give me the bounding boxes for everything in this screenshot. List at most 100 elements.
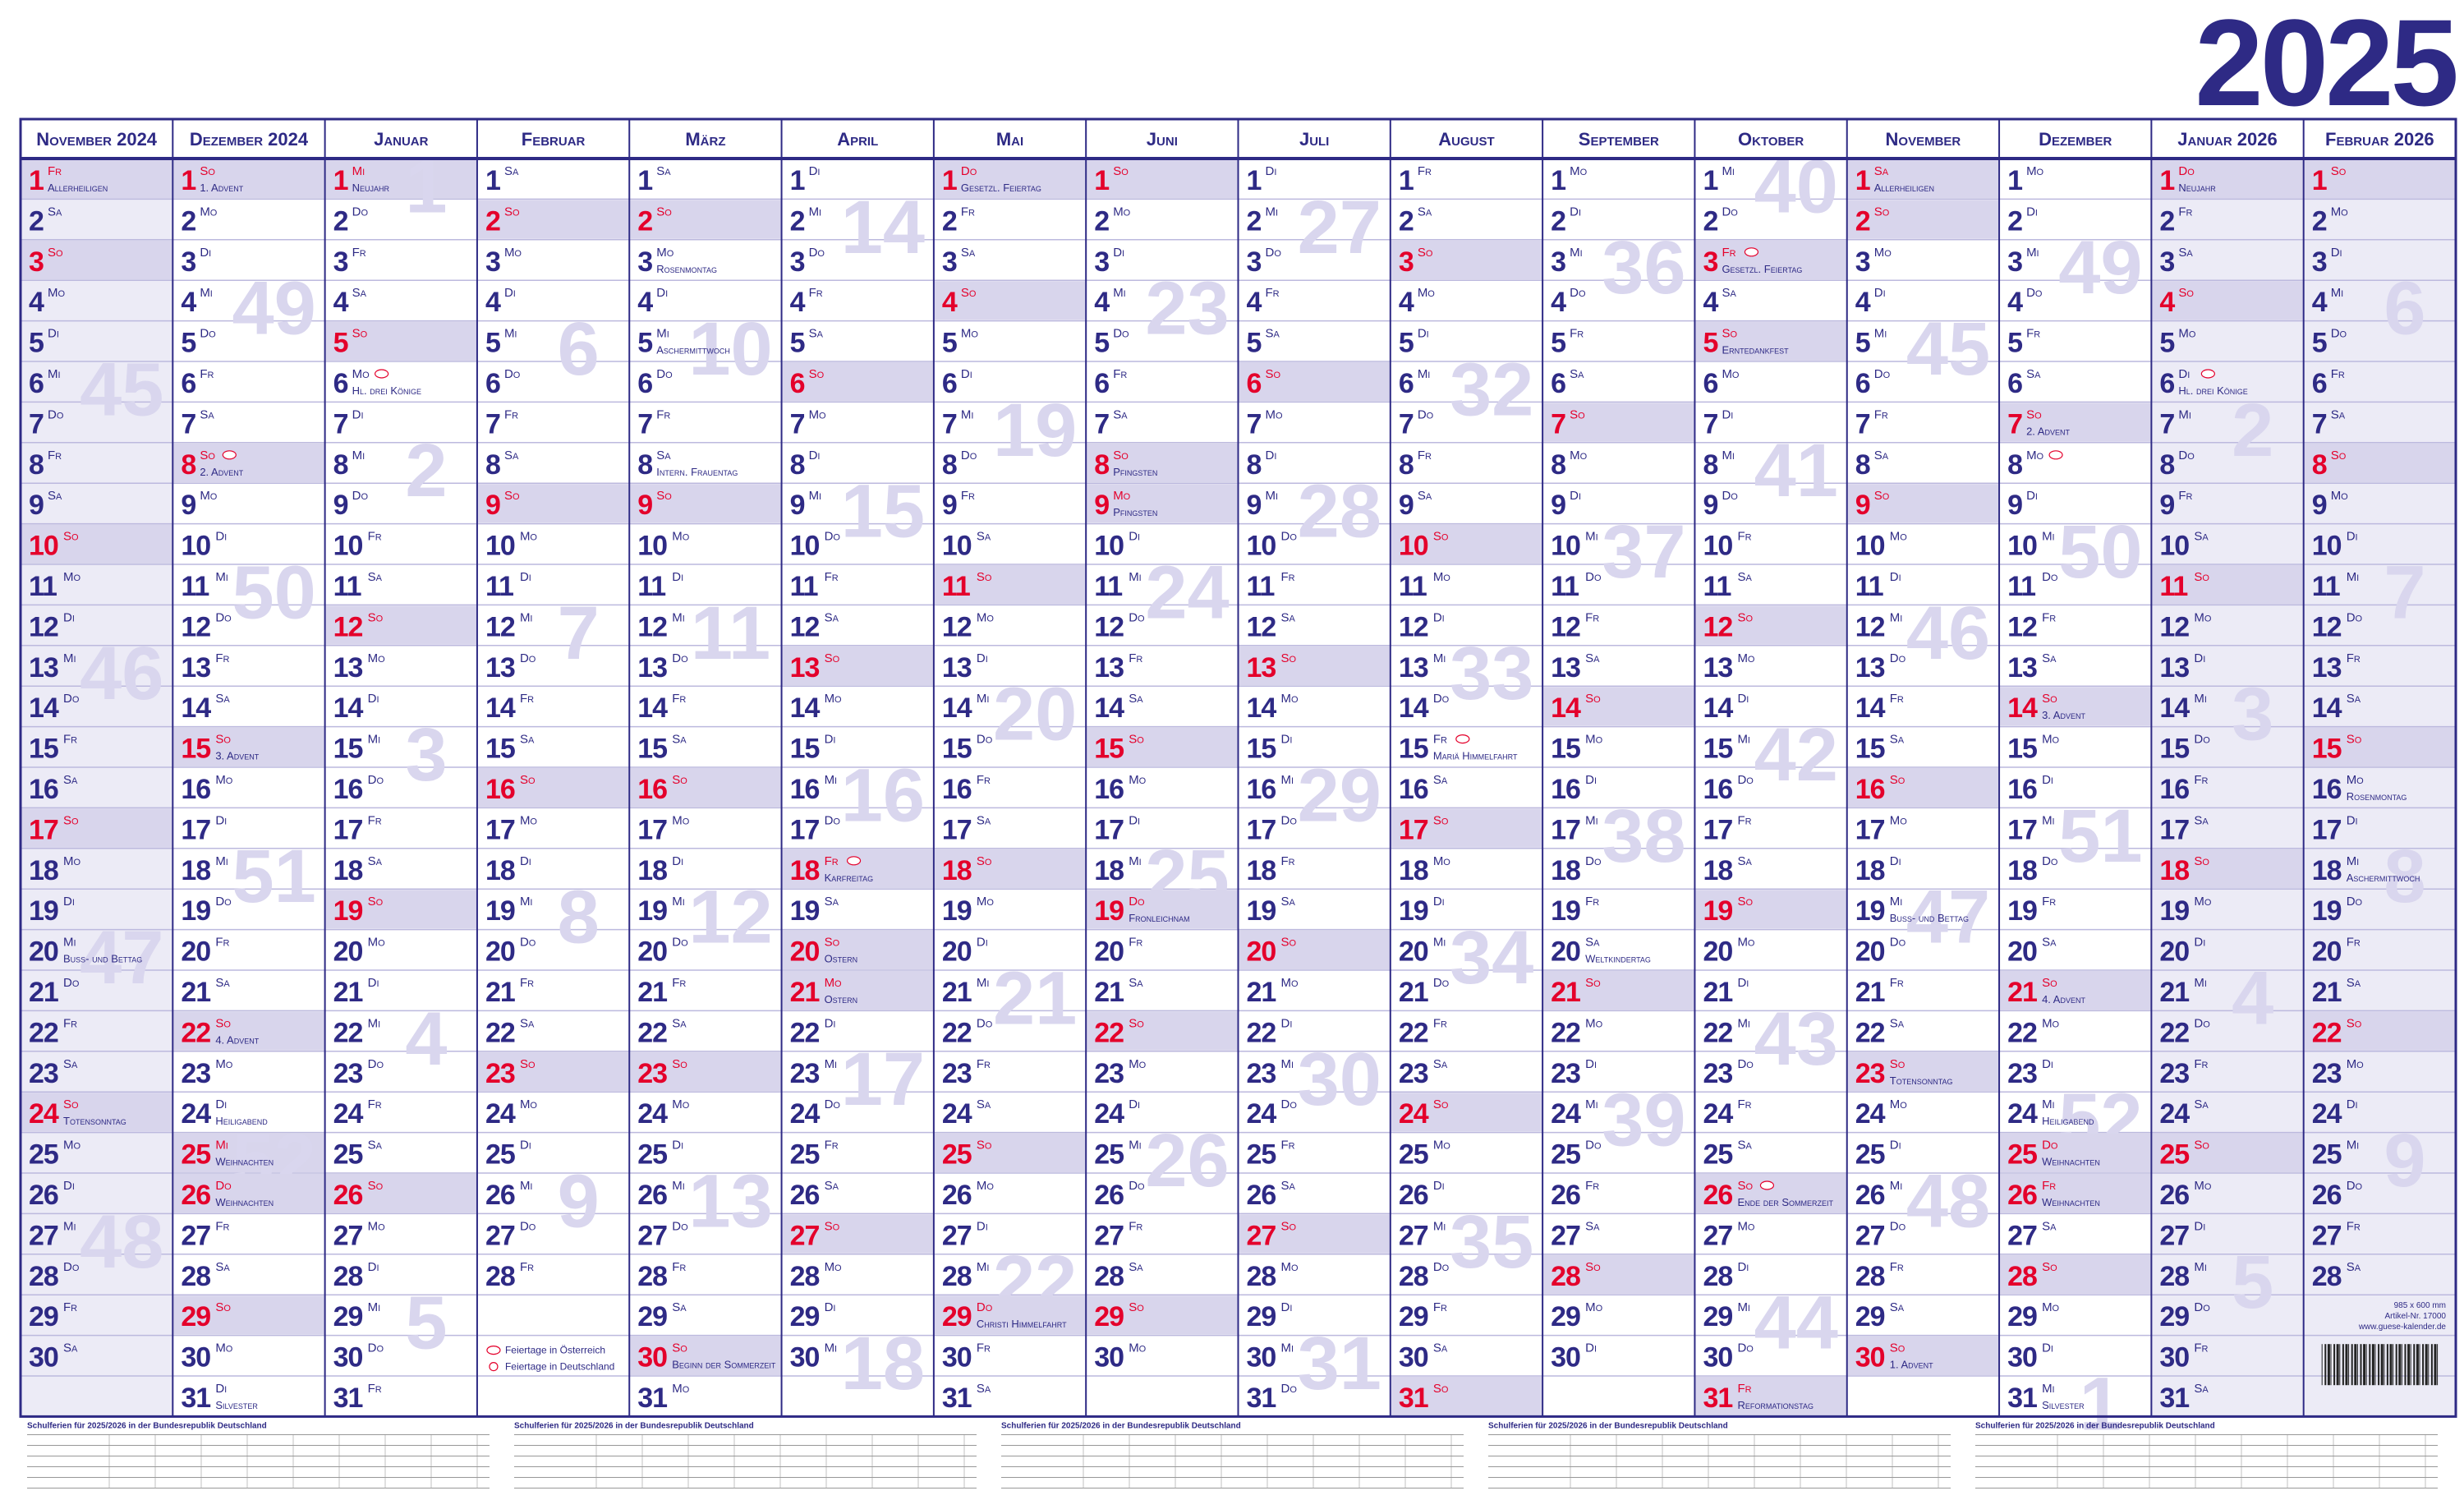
holiday-name: Erntedankfest	[1722, 344, 1789, 357]
day-number: 24	[1399, 1098, 1429, 1130]
weekday: Mi	[1113, 286, 1126, 300]
day-number: 23	[1094, 1058, 1124, 1089]
week-number: 48	[80, 1200, 163, 1284]
weekday: Mo	[1281, 692, 1299, 706]
day-number: 1	[485, 165, 500, 196]
day-number: 4	[942, 287, 958, 318]
day-number: 28	[2312, 1261, 2342, 1292]
weekday: Do	[2194, 1016, 2210, 1030]
day-number: 18	[1551, 855, 1580, 886]
weekday: So	[368, 1179, 384, 1193]
holiday-shade	[1391, 808, 1542, 848]
weekday: Do	[215, 895, 232, 909]
weekday: Do	[961, 449, 977, 462]
weekday: So	[1585, 1260, 1601, 1274]
weekday: Do	[504, 367, 521, 381]
day-number: 15	[790, 734, 820, 765]
weekday: Sa	[1129, 976, 1143, 990]
weekday: Sa	[1570, 367, 1584, 381]
week-number: 38	[1602, 794, 1685, 878]
day-number: 6	[181, 368, 195, 399]
weekday: Do	[2194, 733, 2210, 747]
weekday: Sa	[672, 1016, 687, 1030]
weekday: Sa	[977, 1097, 991, 1111]
weekday: Mi	[825, 773, 838, 787]
weekday: So	[1890, 1341, 1905, 1355]
weekday: Mi	[1266, 489, 1279, 503]
day-number: 27	[1094, 1220, 1124, 1251]
day-number: 22	[2159, 1017, 2189, 1048]
weekday: Mi	[520, 610, 533, 624]
weekday: So	[672, 1341, 687, 1355]
weekday: Mi	[1129, 570, 1142, 584]
day-number: 12	[1247, 611, 1276, 642]
day-number: 31	[181, 1383, 210, 1414]
weekday: Do	[1418, 407, 1434, 421]
day-number: 5	[2007, 328, 2022, 359]
weekday: So	[504, 205, 520, 219]
weekday: Sa	[63, 1341, 78, 1355]
weekday: So	[368, 895, 384, 909]
day-number: 25	[942, 1139, 972, 1171]
weekday: Mo	[215, 1341, 232, 1355]
day-number: 28	[181, 1261, 210, 1292]
day-number: 17	[1551, 814, 1580, 845]
day-number: 21	[1855, 977, 1885, 1008]
month-name: Juni	[1147, 129, 1178, 150]
day-number: 17	[1703, 814, 1732, 845]
day-number: 29	[942, 1301, 972, 1332]
day-number: 16	[1703, 774, 1732, 805]
weekday: Mi	[215, 1139, 228, 1153]
weekday: Di	[352, 407, 364, 421]
weekday: Mo	[2026, 449, 2043, 462]
day-number: 28	[29, 1261, 58, 1292]
info-text: Artikel-Nr. 17000	[2385, 1312, 2447, 1321]
day-number: 21	[1551, 977, 1580, 1008]
day-number: 19	[1094, 895, 1124, 927]
weekday: Mo	[2331, 205, 2348, 219]
weekday: Di	[656, 286, 668, 300]
day-number: 2	[29, 205, 44, 237]
week-number: 26	[1145, 1119, 1229, 1203]
weekday: Fr	[63, 1016, 77, 1030]
day-number: 12	[29, 611, 58, 642]
weekday: Do	[215, 1179, 232, 1193]
weekday: Do	[825, 813, 841, 827]
frame	[19, 117, 2457, 1418]
day-number: 20	[1703, 936, 1732, 968]
school-title: Schulferien für 2025/2026 in der Bundesr…	[1488, 1421, 1728, 1430]
weekday: Fr	[2042, 1179, 2056, 1193]
day-number: 8	[942, 449, 957, 481]
day-number: 11	[1399, 571, 1427, 602]
weekday: Do	[352, 205, 369, 219]
day-number: 8	[1094, 449, 1109, 481]
day-number: 2	[942, 205, 957, 237]
day-number: 1	[2312, 165, 2327, 196]
weekday: Fr	[520, 692, 534, 706]
day-number: 11	[1703, 571, 1731, 602]
holiday-shade	[1087, 727, 1238, 766]
weekday: Mo	[2178, 327, 2195, 341]
weekday: Mo	[504, 246, 522, 260]
day-number: 21	[29, 977, 58, 1008]
day-number: 28	[942, 1261, 972, 1292]
week-number: 5	[2232, 1240, 2273, 1324]
day-number: 2	[2007, 205, 2022, 237]
barcode-bar	[2345, 1344, 2348, 1386]
weekday: Mi	[63, 1219, 76, 1233]
day-number: 24	[1855, 1098, 1886, 1130]
weekday: Sa	[2194, 813, 2209, 827]
weekday: Mi	[1418, 367, 1431, 381]
holiday-shade	[173, 1174, 324, 1213]
weekday: Di	[63, 1179, 75, 1193]
weekday: Do	[2042, 570, 2058, 584]
day-number: 14	[333, 692, 364, 724]
day-number: 5	[1703, 328, 1717, 359]
weekday: So	[1722, 327, 1737, 341]
weekday: Di	[2194, 936, 2205, 950]
weekday: Mo	[1113, 489, 1130, 503]
day-number: 29	[1247, 1301, 1276, 1332]
week-number: 15	[841, 470, 925, 554]
weekday: Di	[63, 610, 75, 624]
day-number: 4	[790, 287, 806, 318]
